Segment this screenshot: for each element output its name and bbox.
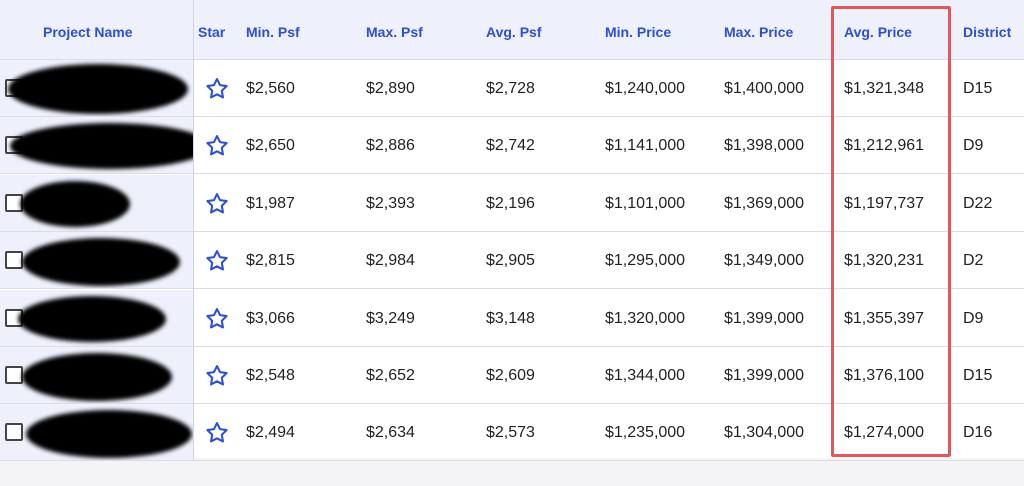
cell-min-psf: $2,494: [246, 424, 295, 442]
cell-district: D9: [963, 309, 984, 327]
table-row[interactable]: $2,494 $2,634 $2,573 $1,235,000 $1,304,000 $1…: [0, 404, 1024, 462]
header-max-psf[interactable]: Max. Psf: [366, 24, 423, 40]
redacted-project-name: [10, 123, 193, 170]
cell-avg-psf: $2,573: [486, 424, 535, 442]
cell-min-price: $1,344,000: [605, 367, 686, 384]
cell-avg-price: $1,212,961: [844, 137, 925, 155]
row-checkbox[interactable]: [5, 251, 23, 270]
cell-min-psf: $2,650: [246, 137, 295, 155]
cell-min-price: $1,240,000: [605, 80, 686, 97]
cell-avg-psf: $3,148: [486, 309, 535, 327]
cell-min-price: $1,235,000: [605, 424, 686, 442]
table-row[interactable]: $2,560 $2,890 $2,728 $1,240,000 $1,400,000 $1…: [0, 60, 1024, 117]
cell-max-psf: $2,890: [366, 80, 415, 97]
project-name-cell: [0, 404, 194, 461]
cell-district: D22: [963, 194, 993, 212]
cell-max-price: $1,304,000: [724, 424, 805, 442]
cell-min-price: $1,295,000: [605, 252, 686, 270]
cell-avg-price: $1,274,000: [844, 424, 925, 442]
table-row[interactable]: $2,650 $2,886 $2,742 $1,141,000 $1,398,000 $1…: [0, 117, 1024, 175]
redacted-project-name: [18, 295, 166, 342]
header-avg-psf[interactable]: Avg. Psf: [486, 24, 542, 40]
star-outline-icon[interactable]: [204, 420, 230, 446]
star-outline-icon[interactable]: [204, 191, 230, 217]
cell-avg-price: $1,197,737: [844, 194, 925, 212]
table-row[interactable]: $1,987 $2,393 $2,196 $1,101,000 $1,369,000 $1…: [0, 174, 1024, 232]
project-table: Project Name Star Min. Psf Max. Psf Avg.…: [0, 0, 1024, 462]
header-avg-price[interactable]: Avg. Price: [844, 24, 912, 40]
redacted-project-name: [26, 410, 192, 459]
cell-min-psf: $1,987: [246, 194, 295, 212]
cell-avg-psf: $2,728: [486, 80, 535, 97]
column-divider: [193, 0, 194, 458]
cell-avg-price: $1,321,348: [844, 80, 925, 97]
star-outline-icon[interactable]: [204, 306, 230, 332]
star-outline-icon[interactable]: [204, 133, 230, 159]
row-checkbox[interactable]: [5, 423, 23, 442]
table-row[interactable]: $3,066 $3,249 $3,148 $1,320,000 $1,399,000 $1…: [0, 289, 1024, 347]
cell-max-psf: $3,249: [366, 309, 415, 327]
header-district[interactable]: District: [963, 24, 1012, 40]
table-header: Project Name Star Min. Psf Max. Psf Avg.…: [0, 0, 1024, 60]
header-star[interactable]: Star: [198, 24, 226, 40]
star-outline-icon[interactable]: [204, 248, 230, 274]
table-row[interactable]: $2,815 $2,984 $2,905 $1,295,000 $1,349,000 $1…: [0, 232, 1024, 290]
cell-min-psf: $2,560: [246, 80, 295, 97]
project-name-cell: [0, 347, 194, 403]
header-project-name[interactable]: Project Name: [43, 24, 133, 40]
star-outline-icon[interactable]: [204, 76, 230, 102]
cell-district: D2: [963, 252, 984, 270]
cell-max-price: $1,400,000: [724, 80, 805, 97]
cell-min-psf: $3,066: [246, 309, 295, 327]
cell-avg-psf: $2,609: [486, 367, 535, 384]
project-name-cell: [0, 174, 194, 231]
header-min-price[interactable]: Min. Price: [605, 24, 672, 40]
cell-min-price: $1,141,000: [605, 137, 686, 155]
header-max-price[interactable]: Max. Price: [724, 24, 794, 40]
cell-max-price: $1,398,000: [724, 137, 805, 155]
cell-district: D15: [963, 80, 993, 97]
cell-avg-price: $1,376,100: [844, 367, 925, 384]
cell-max-psf: $2,652: [366, 367, 415, 384]
cell-avg-price: $1,355,397: [844, 309, 925, 327]
cell-avg-psf: $2,196: [486, 194, 535, 212]
cell-avg-psf: $2,905: [486, 252, 535, 270]
redacted-project-name: [8, 64, 188, 114]
row-checkbox[interactable]: [5, 366, 23, 384]
cell-min-price: $1,320,000: [605, 309, 686, 327]
cell-max-price: $1,369,000: [724, 194, 805, 212]
cell-max-price: $1,399,000: [724, 309, 805, 327]
header-min-psf[interactable]: Min. Psf: [246, 24, 300, 40]
project-name-cell: [0, 60, 194, 116]
cell-district: D15: [963, 367, 993, 384]
cell-max-psf: $2,984: [366, 252, 415, 270]
cell-max-price: $1,399,000: [724, 367, 805, 384]
redacted-project-name: [22, 238, 180, 287]
cell-district: D16: [963, 424, 993, 442]
cell-min-psf: $2,548: [246, 367, 295, 384]
cell-max-psf: $2,634: [366, 424, 415, 442]
project-name-cell: [0, 117, 194, 174]
redacted-project-name: [20, 180, 130, 227]
project-name-cell: [0, 289, 194, 346]
cell-max-psf: $2,886: [366, 137, 415, 155]
redacted-project-name: [22, 353, 172, 401]
cell-district: D9: [963, 137, 984, 155]
cell-max-psf: $2,393: [366, 194, 415, 212]
cell-min-psf: $2,815: [246, 252, 295, 270]
cell-min-price: $1,101,000: [605, 194, 686, 212]
cell-max-price: $1,349,000: [724, 252, 805, 270]
cell-avg-price: $1,320,231: [844, 252, 925, 270]
project-name-cell: [0, 232, 194, 289]
star-outline-icon[interactable]: [204, 363, 230, 389]
cell-avg-psf: $2,742: [486, 137, 535, 155]
table-row[interactable]: $2,548 $2,652 $2,609 $1,344,000 $1,399,000 $1…: [0, 347, 1024, 404]
